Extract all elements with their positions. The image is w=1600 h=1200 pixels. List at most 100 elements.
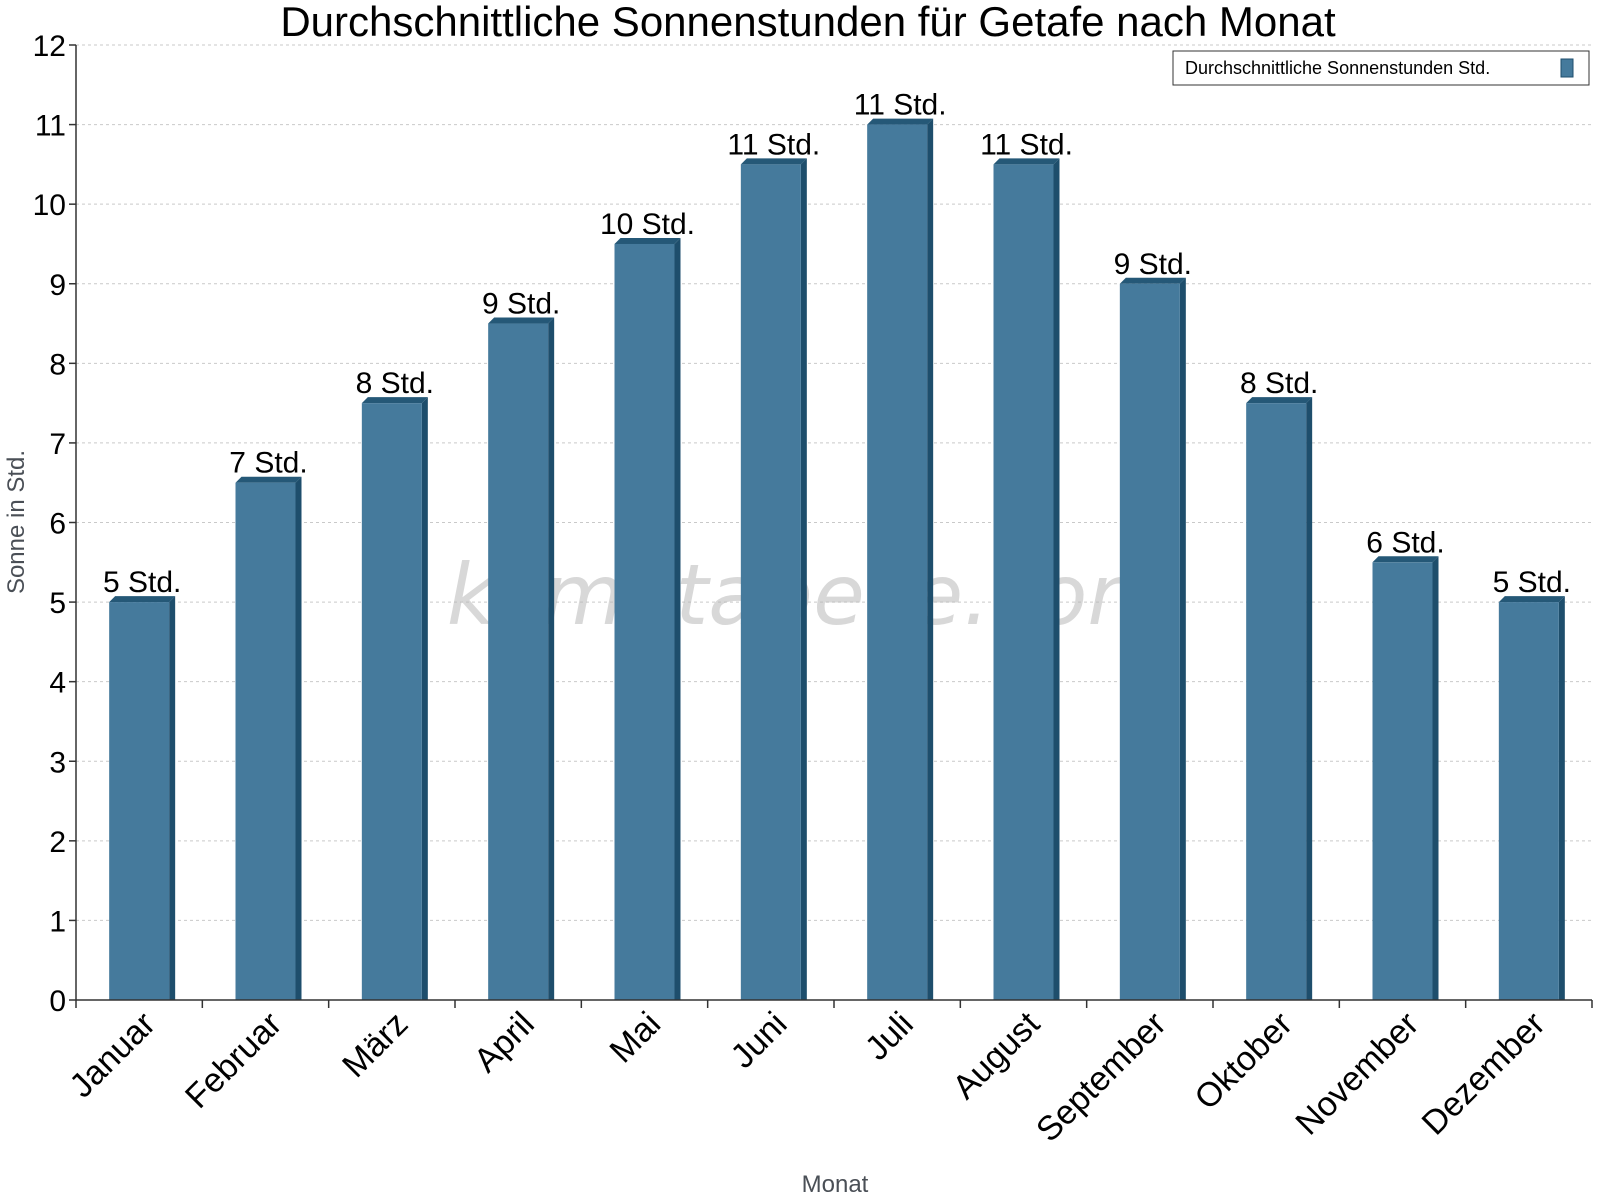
bar-side — [1179, 277, 1186, 1000]
x-tick-label: September — [1029, 1005, 1173, 1149]
bar — [993, 158, 1060, 1000]
bar-top — [740, 158, 807, 165]
bar-top — [614, 237, 681, 244]
x-tick-label: Juli — [858, 1005, 921, 1068]
y-tick-label: 6 — [49, 508, 66, 541]
y-tick-label: 3 — [49, 746, 66, 779]
y-tick-label: 5 — [49, 587, 66, 620]
gridlines — [76, 44, 1592, 921]
bar-front — [488, 323, 549, 1001]
data-label: 10 Std. — [600, 208, 695, 241]
bar — [1372, 556, 1439, 1000]
data-label: 11 Std. — [980, 128, 1073, 161]
data-label: 11 Std. — [854, 89, 947, 122]
x-tick-labels: Januar Februar März April Mai Juni Juli AugustS… — [62, 1000, 1593, 1149]
bar — [867, 118, 934, 1001]
y-tick-label: 7 — [49, 428, 66, 461]
bar-top — [1119, 277, 1186, 284]
x-tick-label: Oktober — [1187, 1005, 1299, 1117]
x-axis-label: Monat — [802, 1171, 869, 1198]
bar-front — [1372, 562, 1433, 1000]
bar-top — [993, 158, 1060, 165]
x-tick-label: April — [467, 1005, 542, 1080]
bar-top — [488, 317, 555, 324]
chart-title: Durchschnittliche Sonnenstunden für Geta… — [280, 0, 1336, 45]
bar-side — [1053, 158, 1060, 1000]
y-tick-label: 12 — [33, 30, 66, 63]
y-tick-label: 9 — [49, 269, 66, 302]
bar-front — [1119, 283, 1180, 1000]
data-label: 7 Std. — [229, 447, 307, 480]
bar — [1246, 397, 1313, 1000]
bar-side — [421, 397, 428, 1000]
bar — [1498, 596, 1565, 1000]
bar-side — [169, 596, 176, 1000]
bar-top — [109, 596, 176, 603]
bar-side — [674, 237, 681, 1001]
legend-swatch — [1560, 58, 1574, 78]
x-tick-label: August — [945, 1004, 1047, 1106]
data-label: 8 Std. — [1240, 367, 1318, 400]
bar-front — [614, 243, 675, 1001]
bar-side — [927, 118, 934, 1001]
bar-front — [235, 482, 296, 1000]
y-tick-label: 8 — [49, 348, 66, 381]
bar — [488, 317, 555, 1001]
data-label: 9 Std. — [482, 288, 560, 321]
bar-front — [867, 124, 928, 1001]
bar-side — [800, 158, 807, 1000]
y-tick-label: 11 — [35, 110, 66, 143]
bar-front — [361, 403, 422, 1000]
data-label: 5 Std. — [103, 566, 181, 599]
data-label: 5 Std. — [1493, 566, 1571, 599]
bar-front — [740, 164, 801, 1000]
data-label: 6 Std. — [1366, 526, 1444, 559]
legend: Durchschnittliche Sonnenstunden Std. — [1172, 50, 1590, 86]
bar-top — [1246, 397, 1313, 404]
x-tick-label: Mai — [603, 1005, 669, 1071]
x-tick-label: Juni — [724, 1005, 795, 1076]
bar-front — [1498, 602, 1559, 1000]
legend-label: Durchschnittliche Sonnenstunden Std. — [1185, 58, 1490, 78]
x-tick-label: Dezember — [1415, 1005, 1553, 1143]
bar-top — [1498, 596, 1565, 603]
bar-side — [548, 317, 555, 1001]
y-tick-label: 0 — [49, 985, 66, 1018]
x-tick-label: Januar — [62, 1005, 162, 1105]
bar-front — [993, 164, 1054, 1000]
bar-top — [235, 476, 302, 483]
data-label: 11 Std. — [727, 128, 820, 161]
y-tick-label: 2 — [49, 826, 66, 859]
y-tick-label: 1 — [49, 905, 66, 938]
y-tick-label: 10 — [33, 189, 66, 222]
bar — [1119, 277, 1186, 1000]
bar-side — [1432, 556, 1439, 1000]
bar-top — [1372, 556, 1439, 563]
bar — [614, 237, 681, 1001]
data-label: 8 Std. — [356, 367, 434, 400]
x-tick-label: Februar — [178, 1005, 289, 1116]
bar-top — [867, 118, 934, 125]
bar-side — [295, 476, 302, 1000]
data-labels: 5 Std. 7 Std. 8 Std. 9 Std. 10 Std. 11 Std. 11… — [103, 89, 1571, 599]
y-axis-label: Sonne in Std. — [3, 450, 30, 594]
x-tick-label: März — [335, 1005, 415, 1085]
bar — [235, 476, 302, 1000]
bar — [740, 158, 807, 1000]
bar-side — [1306, 397, 1313, 1000]
watermark: klimatabelle.com — [447, 546, 1170, 644]
data-label: 9 Std. — [1114, 248, 1192, 281]
bars — [109, 118, 1565, 1001]
bar — [361, 397, 428, 1000]
bar — [109, 596, 176, 1000]
legend-box — [1172, 50, 1590, 86]
bar-side — [1558, 596, 1565, 1000]
bar-top — [361, 397, 428, 404]
y-tick-label: 4 — [49, 667, 66, 700]
bar-front — [109, 602, 170, 1000]
x-tick-label: November — [1288, 1005, 1426, 1143]
bar-front — [1246, 403, 1307, 1000]
